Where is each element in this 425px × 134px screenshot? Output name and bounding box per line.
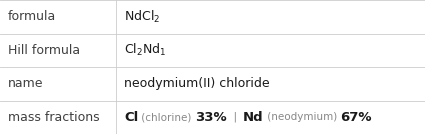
- Text: Cl: Cl: [124, 111, 139, 124]
- Text: 33%: 33%: [195, 111, 227, 124]
- Text: Hill formula: Hill formula: [8, 44, 80, 57]
- Text: Cl$_2$Nd$_1$: Cl$_2$Nd$_1$: [124, 42, 167, 58]
- Text: (neodymium): (neodymium): [264, 112, 340, 122]
- Text: NdCl$_2$: NdCl$_2$: [124, 9, 160, 25]
- Text: |: |: [227, 112, 243, 122]
- Text: mass fractions: mass fractions: [8, 111, 99, 124]
- Text: Nd: Nd: [243, 111, 264, 124]
- Text: name: name: [8, 77, 43, 90]
- Text: neodymium(II) chloride: neodymium(II) chloride: [124, 77, 270, 90]
- Text: (chlorine): (chlorine): [139, 112, 195, 122]
- Text: 67%: 67%: [340, 111, 372, 124]
- Text: formula: formula: [8, 10, 56, 23]
